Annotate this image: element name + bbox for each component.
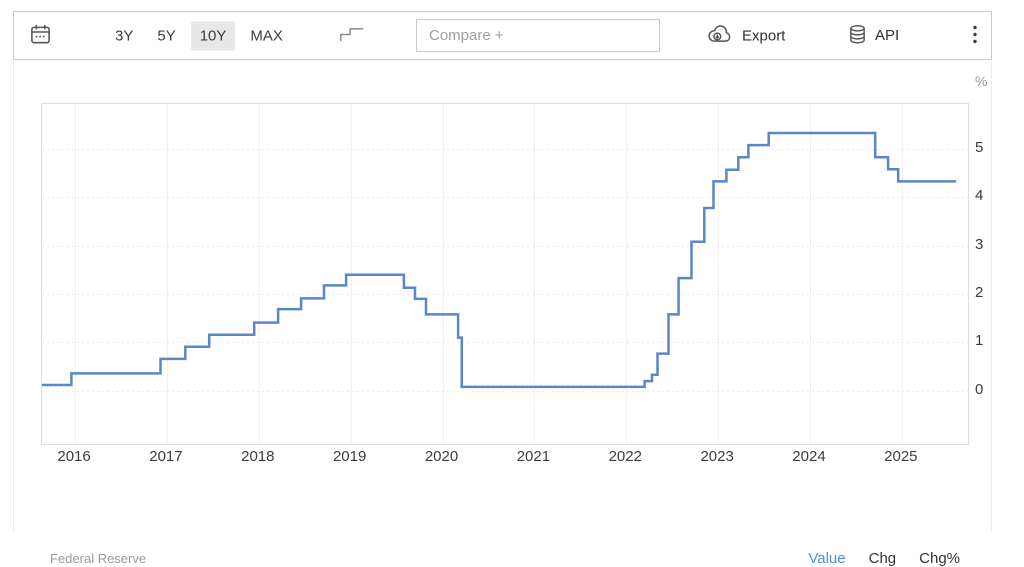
source-label: Federal Reserve [50, 551, 147, 566]
chg-link[interactable]: Chg [868, 550, 897, 567]
database-icon [848, 24, 867, 48]
x-tick-label: 2022 [608, 448, 642, 465]
export-button[interactable]: Export [707, 24, 785, 47]
x-tick-label: 2020 [424, 448, 459, 465]
calendar-button[interactable] [30, 24, 51, 48]
chg-pct-link[interactable]: Chg% [919, 550, 960, 567]
x-tick-label: 2019 [332, 448, 367, 465]
y-tick-label: 2 [975, 284, 984, 302]
range-button-5y[interactable]: 5Y [148, 21, 184, 50]
range-button-3y[interactable]: 3Y [106, 21, 142, 50]
y-tick-label: 1 [975, 332, 984, 350]
calendar-icon [30, 24, 51, 48]
range-button-max[interactable]: MAX [241, 21, 292, 50]
plot-area[interactable] [41, 103, 969, 445]
footer-links: Value Chg Chg% [808, 550, 960, 567]
cloud-download-icon [707, 24, 734, 47]
range-selector: 3Y 5Y 10Y MAX [106, 21, 292, 50]
y-axis-unit-label: % [975, 73, 988, 89]
export-label: Export [742, 27, 786, 44]
x-tick-label: 2017 [149, 448, 183, 465]
more-options-button[interactable] [966, 20, 984, 51]
value-link[interactable]: Value [808, 550, 846, 567]
x-tick-label: 2025 [884, 448, 918, 465]
x-tick-label: 2018 [241, 448, 275, 465]
range-button-10y[interactable]: 10Y [190, 21, 236, 50]
x-tick-label: 2024 [792, 448, 826, 465]
chart-toolbar: 3Y 5Y 10Y MAX Export [13, 11, 992, 60]
page: { "toolbar": { "calendar_icon": "calenda… [13, 11, 992, 567]
kebab-menu-icon [972, 24, 978, 47]
compare-input[interactable] [416, 19, 660, 52]
chart-container: % 0 1 2 3 4 5 2016 2017 2018 2019 2020 2021 2022 202… [13, 62, 992, 567]
chart-type-button[interactable] [338, 25, 366, 47]
y-tick-label: 5 [975, 138, 984, 156]
api-button[interactable]: API [848, 24, 899, 48]
x-tick-label: 2021 [516, 448, 551, 465]
step-line-icon [338, 25, 366, 47]
api-label: API [875, 27, 900, 44]
y-tick-label: 0 [975, 380, 984, 398]
x-tick-label: 2016 [57, 448, 91, 465]
y-tick-label: 3 [975, 235, 984, 253]
y-tick-label: 4 [975, 187, 984, 205]
chart-svg [42, 104, 968, 444]
x-tick-label: 2023 [700, 448, 734, 465]
